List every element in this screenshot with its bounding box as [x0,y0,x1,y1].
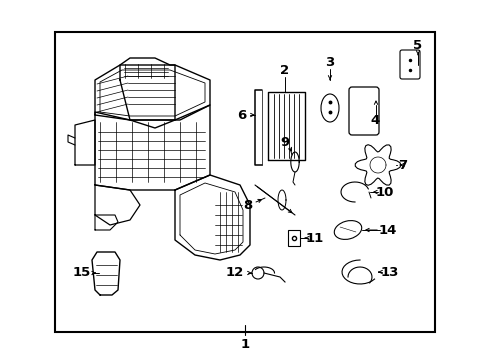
Text: 11: 11 [305,231,324,244]
Text: 5: 5 [412,39,422,51]
Bar [287,230,299,246]
Text: 13: 13 [380,266,398,279]
Text: 9: 9 [280,135,289,149]
Text: 2: 2 [280,63,289,77]
Text: 10: 10 [375,185,393,198]
Text: 12: 12 [225,266,244,279]
Text: 4: 4 [369,113,379,126]
Text: 7: 7 [398,158,407,171]
Text: 15: 15 [73,266,91,279]
Text: 14: 14 [378,224,396,237]
Text: 1: 1 [240,338,249,351]
Bar [55,32,434,332]
Text: 6: 6 [237,108,246,122]
Text: 3: 3 [325,55,334,68]
Text: 8: 8 [243,198,252,212]
